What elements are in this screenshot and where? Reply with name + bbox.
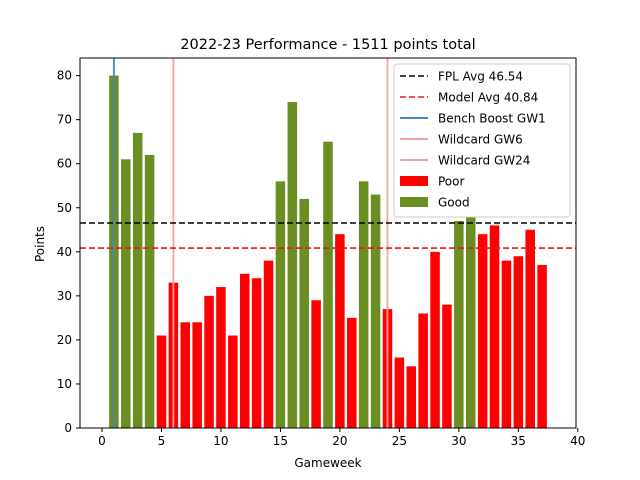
bar-gw-9 <box>204 295 214 428</box>
bar-gw-35 <box>513 256 524 428</box>
legend-label-3: Wildcard GW6 <box>438 133 523 147</box>
chart-legend: FPL Avg 46.54 Model Avg 40.84 Bench Boost … <box>393 63 571 218</box>
x-tick-label-30: 30 <box>451 434 466 448</box>
bar-gw-2 <box>121 159 131 429</box>
x-tick-label-20: 20 <box>332 434 347 448</box>
legend-swatch-5 <box>400 176 428 186</box>
bar-gw-12 <box>239 273 250 428</box>
y-tick-label-80: 80 <box>57 69 72 83</box>
y-tick-label-40: 40 <box>57 245 72 259</box>
bar-gw-27 <box>418 313 428 428</box>
bar-gw-17 <box>299 198 309 428</box>
y-tick-label-60: 60 <box>57 157 72 171</box>
bar-gw-34 <box>501 260 512 428</box>
chart-title: 2022-23 Performance - 1511 points total <box>180 37 475 53</box>
bar-gw-4 <box>144 154 155 428</box>
bar-gw-14 <box>263 260 274 428</box>
legend-label-6: Good <box>438 196 470 210</box>
bar-gw-11 <box>228 335 238 428</box>
x-tick-label-10: 10 <box>213 434 228 448</box>
x-axis-label: Gameweek <box>294 456 361 470</box>
bar-gw-13 <box>251 278 262 428</box>
event-lines-layer <box>112 58 389 428</box>
x-tick-label-35: 35 <box>511 434 526 448</box>
bar-gw-33 <box>489 225 500 428</box>
y-tick-label-70: 70 <box>57 113 72 127</box>
axes-frame <box>79 57 577 429</box>
legend-label-4: Wildcard GW24 <box>438 154 530 168</box>
x-tick-label-15: 15 <box>273 434 288 448</box>
x-tick-label-5: 5 <box>158 434 166 448</box>
bar-gw-31 <box>465 216 476 428</box>
bar-gw-15 <box>275 181 286 428</box>
bar-gw-22 <box>358 181 369 428</box>
legend-label-1: Model Avg 40.84 <box>438 91 538 105</box>
y-axis-ticks: 0 10 20 30 40 50 60 70 80 <box>57 69 80 435</box>
y-tick-label-30: 30 <box>57 289 72 303</box>
average-lines-layer <box>80 222 576 249</box>
y-tick-label-50: 50 <box>57 201 72 215</box>
bar-gw-26 <box>406 366 417 428</box>
bar-gw-29 <box>442 304 452 428</box>
x-tick-label-40: 40 <box>570 434 585 448</box>
x-axis-ticks: 0 5 10 15 20 25 30 35 40 <box>98 428 585 448</box>
legend-label-0: FPL Avg 46.54 <box>438 70 523 84</box>
bar-gw-28 <box>430 251 440 428</box>
legend-label-5: Poor <box>438 175 464 189</box>
bar-gw-10 <box>216 287 226 428</box>
legend-label-2: Bench Boost GW1 <box>438 112 546 126</box>
bar-gw-20 <box>335 234 345 428</box>
y-tick-label-20: 20 <box>57 333 72 347</box>
y-axis-label: Points <box>33 226 47 262</box>
bar-gw-18 <box>311 300 321 428</box>
legend-box <box>393 63 571 218</box>
bar-gw-32 <box>477 234 488 428</box>
bar-gw-8 <box>192 322 202 428</box>
bar-gw-37 <box>537 265 547 428</box>
bar-gw-30 <box>454 220 464 428</box>
bar-gw-3 <box>132 132 143 428</box>
y-tick-label-10: 10 <box>57 377 72 391</box>
bar-gw-19 <box>323 141 333 428</box>
bar-gw-36 <box>525 229 535 428</box>
x-tick-label-0: 0 <box>98 434 106 448</box>
bar-gw-23 <box>370 194 381 428</box>
axes-border <box>79 57 577 429</box>
bar-gw-21 <box>347 317 357 428</box>
bar-gw-25 <box>394 357 405 428</box>
bar-gw-5 <box>156 335 167 428</box>
bar-gw-16 <box>287 102 298 429</box>
legend-swatch-6 <box>400 197 428 207</box>
bar-gw-7 <box>180 322 191 428</box>
x-tick-label-25: 25 <box>392 434 407 448</box>
y-tick-label-0: 0 <box>64 421 72 435</box>
